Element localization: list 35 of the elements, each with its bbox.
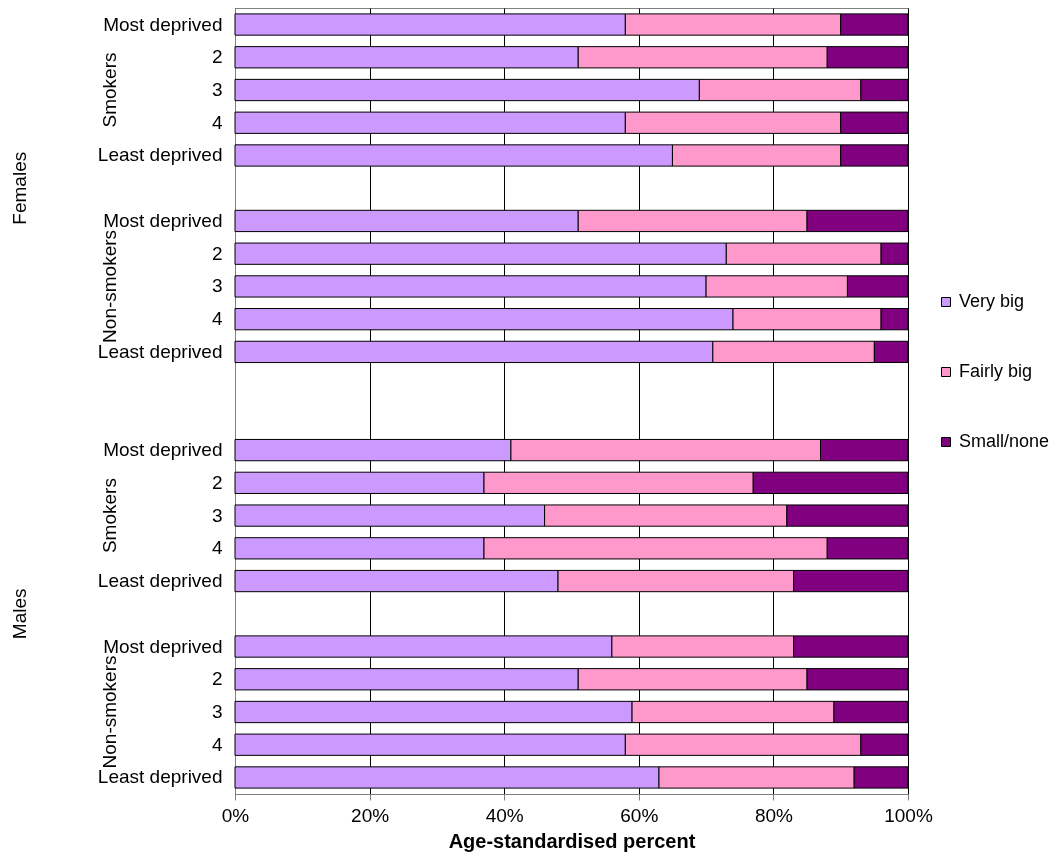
y-tick-label: 4	[211, 111, 223, 133]
y-tick-label: 3	[211, 701, 223, 722]
x-tick-label: 40%	[485, 804, 524, 826]
y-tick-label: Least deprived	[97, 144, 223, 166]
y-tick-label: 2	[211, 471, 223, 493]
x-axis-title: Age-standardised percent	[448, 829, 696, 852]
legend-label: Very big	[959, 291, 1025, 311]
y-tick-label: Most deprived	[103, 13, 223, 35]
y-tick-label: Most deprived	[103, 209, 223, 231]
y-tick-label: Most deprived	[103, 635, 223, 657]
x-tick-label: 60%	[620, 804, 659, 826]
y-tick-label: 2	[211, 46, 223, 68]
y-tick-label: 3	[211, 504, 223, 526]
text: Females	[9, 151, 30, 225]
legend-label: Small/none	[959, 431, 1050, 451]
text: Smokers	[99, 478, 120, 554]
y-tick-label: 4	[211, 308, 223, 330]
text: Smokers	[99, 52, 120, 128]
text: Males	[9, 588, 30, 640]
text: Non-smokers	[99, 229, 120, 343]
y-tick-label: 4	[211, 537, 223, 559]
x-tick-label: 100%	[884, 804, 933, 826]
y-tick-label: 4	[211, 733, 223, 755]
y-tick-label: 2	[211, 242, 223, 264]
x-tick-label: 80%	[754, 804, 794, 826]
legend-label: Fairly big	[959, 361, 1033, 381]
text: Non-smokers	[99, 655, 120, 769]
x-tick-label: 0%	[221, 804, 250, 826]
y-tick-label: 2	[211, 668, 223, 690]
y-tick-label: Most deprived	[103, 439, 223, 461]
x-tick-label: 20%	[351, 804, 390, 826]
y-tick-label: Least deprived	[97, 570, 223, 592]
y-tick-label: Least deprived	[97, 766, 223, 788]
y-tick-label: 3	[211, 79, 223, 100]
y-tick-label: 3	[211, 275, 223, 297]
